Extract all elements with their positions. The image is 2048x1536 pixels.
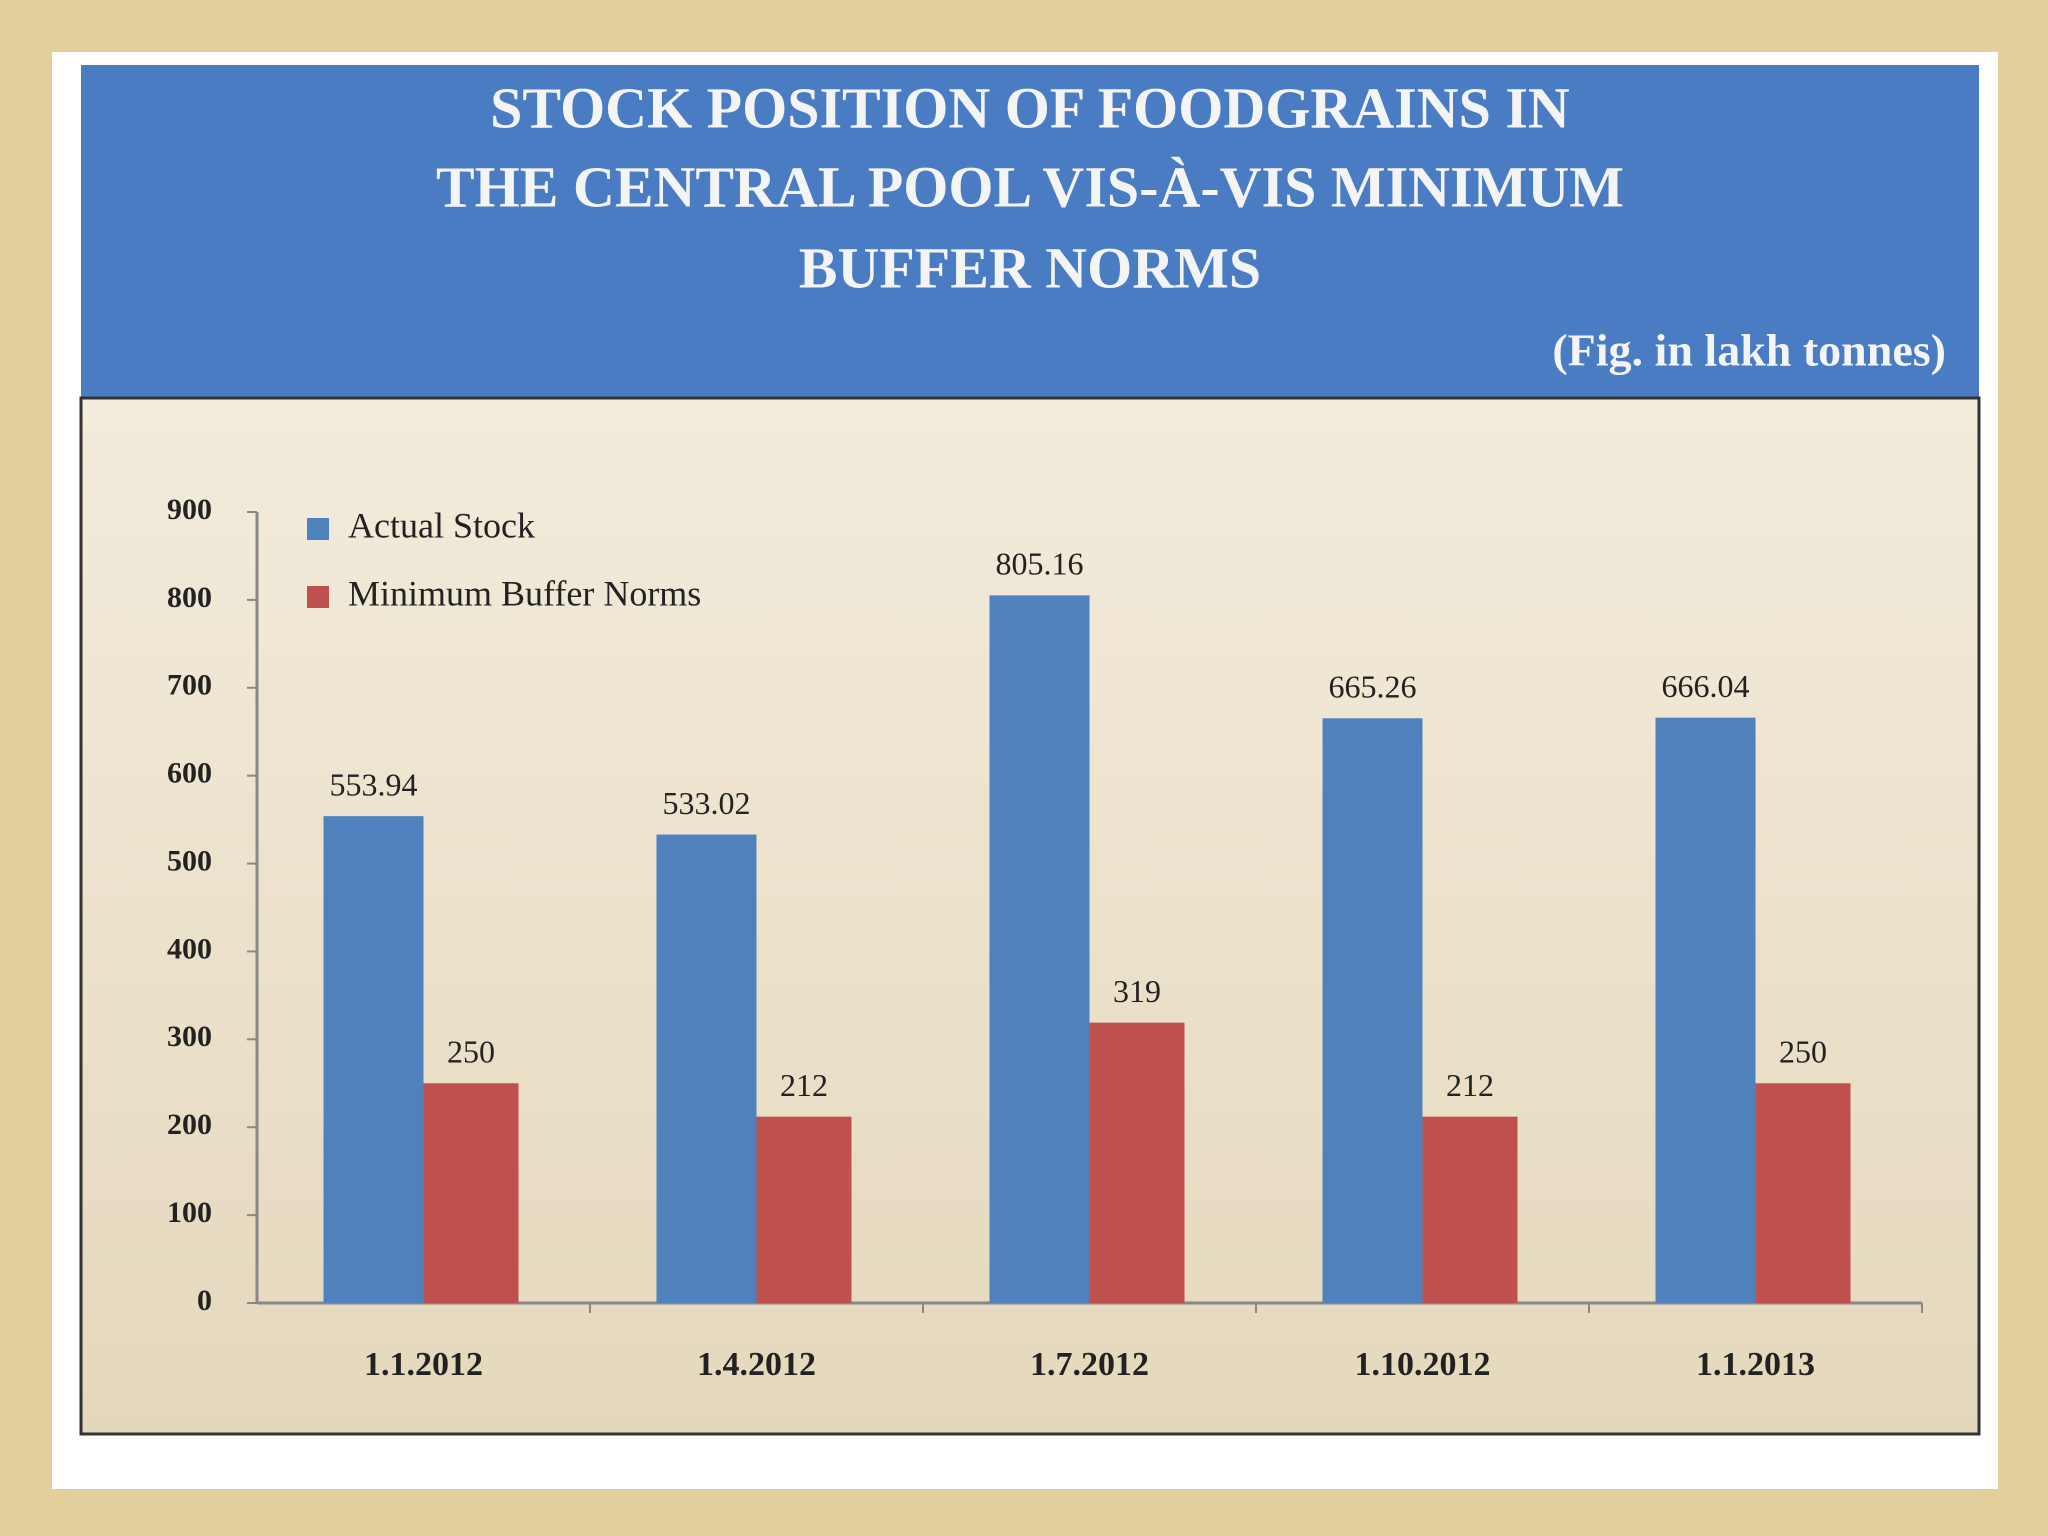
bar (1089, 1022, 1185, 1303)
data-label: 250 (447, 1034, 495, 1070)
data-label: 805.16 (996, 546, 1084, 582)
y-tick-label: 700 (167, 669, 212, 702)
y-tick-label: 400 (167, 932, 212, 965)
y-tick-label: 0 (197, 1284, 212, 1317)
subtitle: (Fig. in lakh tonnes) (1552, 325, 1946, 376)
y-tick-label: 300 (167, 1020, 212, 1053)
header (81, 65, 1979, 398)
bar (756, 1116, 852, 1303)
x-tick-label: 1.10.2012 (1355, 1346, 1491, 1383)
x-tick-label: 1.4.2012 (697, 1346, 816, 1383)
bar (1655, 717, 1756, 1303)
chart-title: BUFFER NORMS (799, 235, 1261, 300)
bar (323, 816, 424, 1303)
x-tick-label: 1.1.2013 (1696, 1346, 1815, 1383)
data-label: 533.02 (663, 785, 751, 821)
chart-title: THE CENTRAL POOL VIS-À-VIS MINIMUM (436, 154, 1624, 219)
data-label: 553.94 (330, 766, 418, 802)
bar (989, 595, 1090, 1303)
legend-swatch (307, 518, 329, 540)
legend-swatch (307, 586, 329, 608)
bar (1322, 718, 1423, 1303)
y-tick-label: 800 (167, 581, 212, 614)
y-tick-label: 900 (167, 493, 212, 526)
bar (1422, 1116, 1518, 1303)
data-label: 666.04 (1662, 668, 1750, 704)
legend-label: Minimum Buffer Norms (348, 573, 701, 613)
data-label: 665.26 (1329, 669, 1417, 705)
bar (423, 1083, 519, 1303)
y-tick-label: 100 (167, 1196, 212, 1229)
data-label: 212 (780, 1067, 828, 1103)
x-tick-label: 1.1.2012 (364, 1346, 483, 1383)
y-tick-label: 600 (167, 757, 212, 790)
data-label: 212 (1446, 1067, 1494, 1103)
bar (1755, 1083, 1851, 1303)
chart-title: STOCK POSITION OF FOODGRAINS IN (490, 75, 1570, 140)
data-label: 250 (1779, 1034, 1827, 1070)
x-tick-label: 1.7.2012 (1030, 1346, 1149, 1383)
y-tick-label: 500 (167, 844, 212, 877)
legend-label: Actual Stock (348, 505, 535, 545)
data-label: 319 (1113, 973, 1161, 1009)
y-tick-label: 200 (167, 1108, 212, 1141)
bar (656, 834, 757, 1303)
